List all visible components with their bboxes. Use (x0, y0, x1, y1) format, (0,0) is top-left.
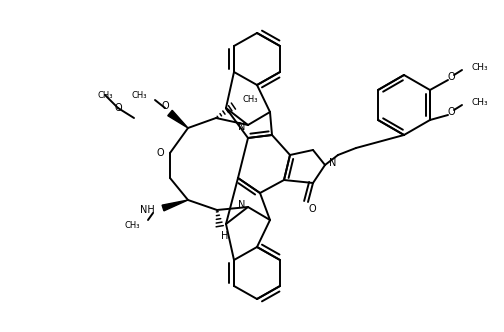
Text: O: O (114, 103, 122, 113)
Text: O: O (308, 204, 316, 214)
Text: CH₃: CH₃ (243, 95, 259, 104)
Text: CH₃: CH₃ (472, 62, 488, 71)
Polygon shape (162, 200, 188, 211)
Text: N: N (329, 158, 337, 168)
Text: CH₃: CH₃ (97, 91, 113, 100)
Text: O: O (156, 148, 164, 158)
Text: CH₃: CH₃ (124, 220, 140, 229)
Text: CH₃: CH₃ (472, 98, 488, 107)
Text: N: N (238, 122, 245, 132)
Text: NH: NH (140, 205, 155, 215)
Text: CH₃: CH₃ (132, 91, 147, 100)
Text: O: O (161, 101, 169, 111)
Text: O: O (447, 72, 455, 82)
Text: O: O (447, 107, 455, 117)
Text: N: N (238, 200, 245, 210)
Polygon shape (168, 110, 188, 128)
Text: H: H (221, 231, 229, 241)
